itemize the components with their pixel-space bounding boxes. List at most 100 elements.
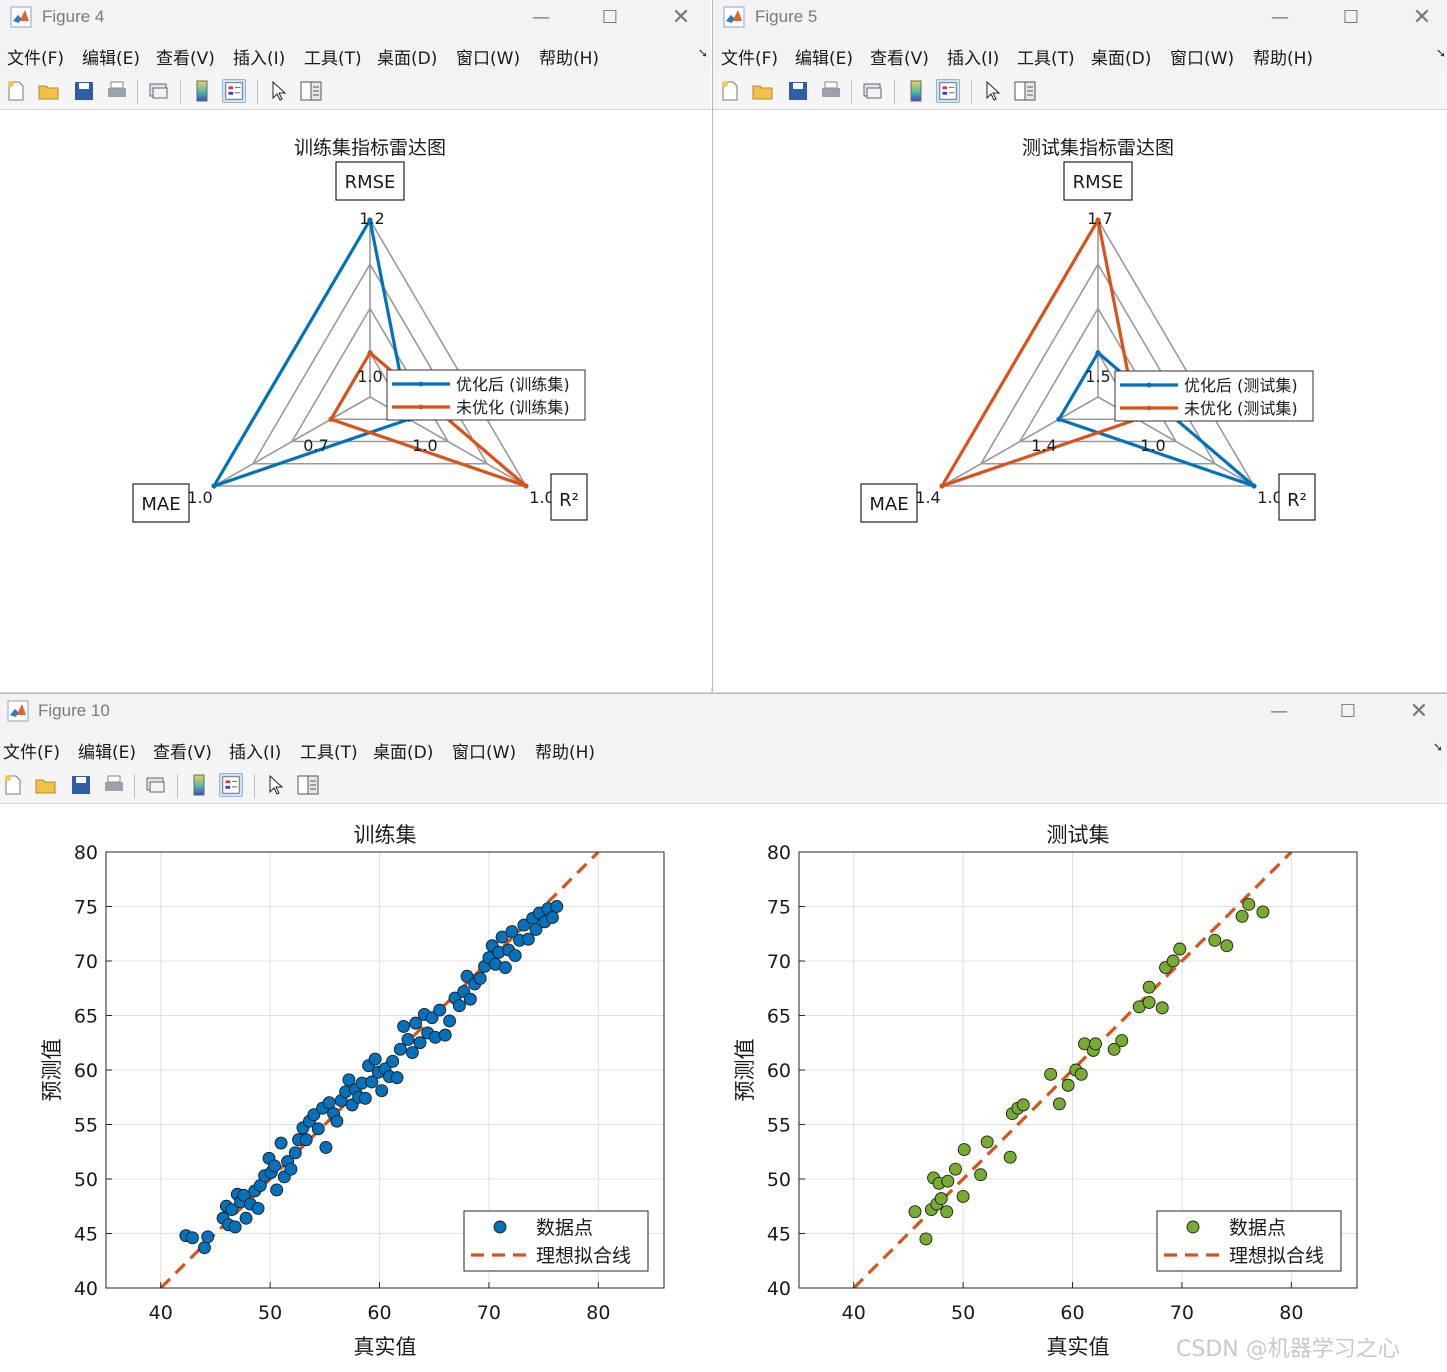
toolbar-separator xyxy=(180,80,181,104)
data-point xyxy=(311,1122,325,1136)
minimize-button[interactable]: — xyxy=(1271,6,1289,28)
print-icon[interactable] xyxy=(102,773,126,797)
menu-help[interactable]: 帮助(H) xyxy=(539,49,600,69)
menu-desktop[interactable]: 桌面(D) xyxy=(1091,49,1152,69)
pointer-icon[interactable] xyxy=(267,79,291,103)
data-point xyxy=(1107,1042,1121,1056)
rmse-axis-label-box xyxy=(335,161,405,201)
open-icon[interactable] xyxy=(37,79,61,103)
rmse-axis-label-box xyxy=(1063,161,1133,201)
maximize-button[interactable]: ☐ xyxy=(1342,6,1360,28)
property-editor-icon[interactable] xyxy=(296,773,320,797)
title-bar: Figure 5 — ☐ ✕ xyxy=(713,0,1447,36)
r2-axis-label-box xyxy=(550,473,588,521)
open-icon[interactable] xyxy=(34,773,58,797)
menu-tools[interactable]: 工具(T) xyxy=(304,49,362,69)
menu-overflow-icon[interactable]: ➘ xyxy=(698,46,709,60)
mae-tick-label: 0.7 xyxy=(303,436,328,455)
menu-help[interactable]: 帮助(H) xyxy=(1253,49,1314,69)
r2-axis-label: R² xyxy=(559,490,579,511)
colorbar-icon[interactable] xyxy=(187,773,211,797)
menu-edit[interactable]: 编辑(E) xyxy=(78,743,137,763)
minimize-button[interactable]: — xyxy=(1270,700,1288,722)
colorbar-icon[interactable] xyxy=(904,79,928,103)
menu-file[interactable]: 文件(F) xyxy=(7,49,65,69)
pointer-icon[interactable] xyxy=(264,773,288,797)
print-icon[interactable] xyxy=(105,79,129,103)
figure-window-10: Figure 10 — ☐ ✕ 文件(F) 编辑(E) 查看(V) 插入(I) … xyxy=(0,693,1447,1372)
menu-tools[interactable]: 工具(T) xyxy=(1017,49,1075,69)
legend-box xyxy=(463,1210,649,1272)
save-icon[interactable] xyxy=(72,79,96,103)
menu-window[interactable]: 窗口(W) xyxy=(456,49,521,69)
new-figure-icon[interactable] xyxy=(718,79,742,103)
data-point xyxy=(1016,1098,1030,1112)
link-icon[interactable] xyxy=(144,773,168,797)
x-axis-label: 真实值 xyxy=(1047,1335,1110,1359)
minimize-button[interactable]: — xyxy=(532,6,550,28)
menu-view[interactable]: 查看(V) xyxy=(153,743,212,763)
toolbar-separator xyxy=(971,80,972,104)
menu-insert[interactable]: 插入(I) xyxy=(229,743,282,763)
menu-overflow-icon[interactable]: ➘ xyxy=(1436,46,1447,60)
property-editor-icon[interactable] xyxy=(299,79,323,103)
y-tick-label: 75 xyxy=(767,897,791,919)
link-icon[interactable] xyxy=(147,79,171,103)
menu-edit[interactable]: 编辑(E) xyxy=(82,49,141,69)
colorbar-icon[interactable] xyxy=(190,79,214,103)
save-icon[interactable] xyxy=(786,79,810,103)
data-point xyxy=(198,1241,211,1255)
legend-icon[interactable] xyxy=(219,773,243,797)
menu-file[interactable]: 文件(F) xyxy=(3,743,61,763)
menu-desktop[interactable]: 桌面(D) xyxy=(373,743,434,763)
open-icon[interactable] xyxy=(751,79,775,103)
save-icon[interactable] xyxy=(69,773,93,797)
legend-entry: 未优化 (训练集) xyxy=(456,398,570,417)
legend-icon[interactable] xyxy=(936,79,960,103)
menu-window[interactable]: 窗口(W) xyxy=(452,743,517,763)
data-point xyxy=(1003,1150,1017,1164)
watermark: CSDN @机器学习之心 xyxy=(1176,1337,1400,1362)
property-editor-icon[interactable] xyxy=(1013,79,1037,103)
x-tick-label: 40 xyxy=(149,1302,173,1324)
menu-edit[interactable]: 编辑(E) xyxy=(795,49,854,69)
menu-view[interactable]: 查看(V) xyxy=(156,49,215,69)
close-button[interactable]: ✕ xyxy=(1409,698,1429,724)
menu-desktop[interactable]: 桌面(D) xyxy=(377,49,438,69)
link-icon[interactable] xyxy=(861,79,885,103)
data-point xyxy=(460,969,474,983)
data-point xyxy=(1089,1037,1102,1051)
data-point xyxy=(284,1162,298,1176)
window-title: Figure 4 xyxy=(42,7,105,26)
maximize-button[interactable]: ☐ xyxy=(601,6,619,28)
menu-overflow-icon[interactable]: ➘ xyxy=(1433,740,1444,754)
pointer-icon[interactable] xyxy=(981,79,1005,103)
menu-insert[interactable]: 插入(I) xyxy=(233,49,286,69)
x-tick-label: 50 xyxy=(258,1302,282,1324)
new-figure-icon[interactable] xyxy=(4,79,28,103)
maximize-button[interactable]: ☐ xyxy=(1339,700,1357,722)
print-icon[interactable] xyxy=(819,79,843,103)
data-point xyxy=(409,1016,423,1030)
rmse-axis-label: RMSE xyxy=(1073,172,1124,193)
toolbar xyxy=(0,72,711,110)
menu-file[interactable]: 文件(F) xyxy=(721,49,779,69)
menu-window[interactable]: 窗口(W) xyxy=(1170,49,1235,69)
menu-help[interactable]: 帮助(H) xyxy=(535,743,596,763)
data-point xyxy=(473,971,487,985)
mae-axis-label-box xyxy=(860,483,918,523)
data-point xyxy=(919,1232,933,1246)
menu-tools[interactable]: 工具(T) xyxy=(300,743,358,763)
new-figure-icon[interactable] xyxy=(1,773,25,797)
data-point xyxy=(225,1203,239,1216)
figure-window-4: Figure 4 — ☐ ✕ 文件(F) 编辑(E) 查看(V) 插入(I) 工… xyxy=(0,0,711,692)
close-button[interactable]: ✕ xyxy=(1412,4,1432,30)
menu-insert[interactable]: 插入(I) xyxy=(947,49,1000,69)
close-button[interactable]: ✕ xyxy=(671,4,691,30)
radar-series-point xyxy=(523,483,529,489)
menu-view[interactable]: 查看(V) xyxy=(870,49,929,69)
data-point xyxy=(908,1205,922,1219)
data-point xyxy=(521,932,535,946)
legend-icon[interactable] xyxy=(222,79,246,103)
